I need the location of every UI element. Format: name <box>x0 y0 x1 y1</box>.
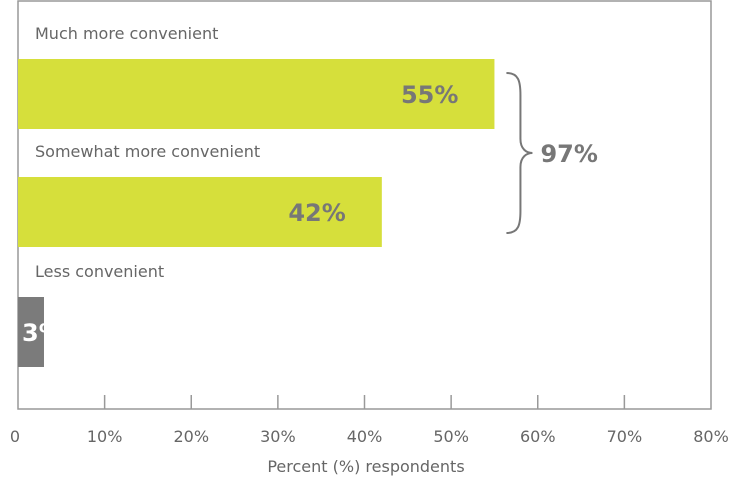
x-tick-label: 70% <box>607 427 643 446</box>
value-label: 55% <box>401 81 458 109</box>
value-label: 42% <box>288 199 345 227</box>
x-tick-label: 60% <box>520 427 556 446</box>
x-tick-label: 20% <box>173 427 209 446</box>
x-axis-title: Percent (%) respondents <box>267 457 464 476</box>
category-label: Somewhat more convenient <box>35 142 260 161</box>
category-label: Less convenient <box>35 262 164 281</box>
bar <box>18 297 44 367</box>
x-tick-label: 30% <box>260 427 296 446</box>
x-tick-label: 40% <box>347 427 383 446</box>
x-tick-label: 50% <box>433 427 469 446</box>
brace-shape <box>506 72 533 234</box>
value-label: 3% <box>22 319 63 347</box>
bracket-total-label: 97% <box>540 140 597 168</box>
value-labels-group: 55% 42% 3% <box>22 81 458 347</box>
bars-group <box>18 59 495 367</box>
category-labels-group: Much more convenient Somewhat more conven… <box>35 24 260 281</box>
bar <box>18 59 495 129</box>
x-tick-label: 0 <box>10 427 20 446</box>
x-ticks-group: 0 10% 20% 30% 40% 50% 60% 70% 80% <box>10 395 729 446</box>
x-tick-label: 80% <box>693 427 729 446</box>
bar <box>18 177 382 247</box>
category-label: Much more convenient <box>35 24 218 43</box>
x-tick-label: 10% <box>87 427 123 446</box>
bracket-annotation: 97% <box>506 72 598 234</box>
